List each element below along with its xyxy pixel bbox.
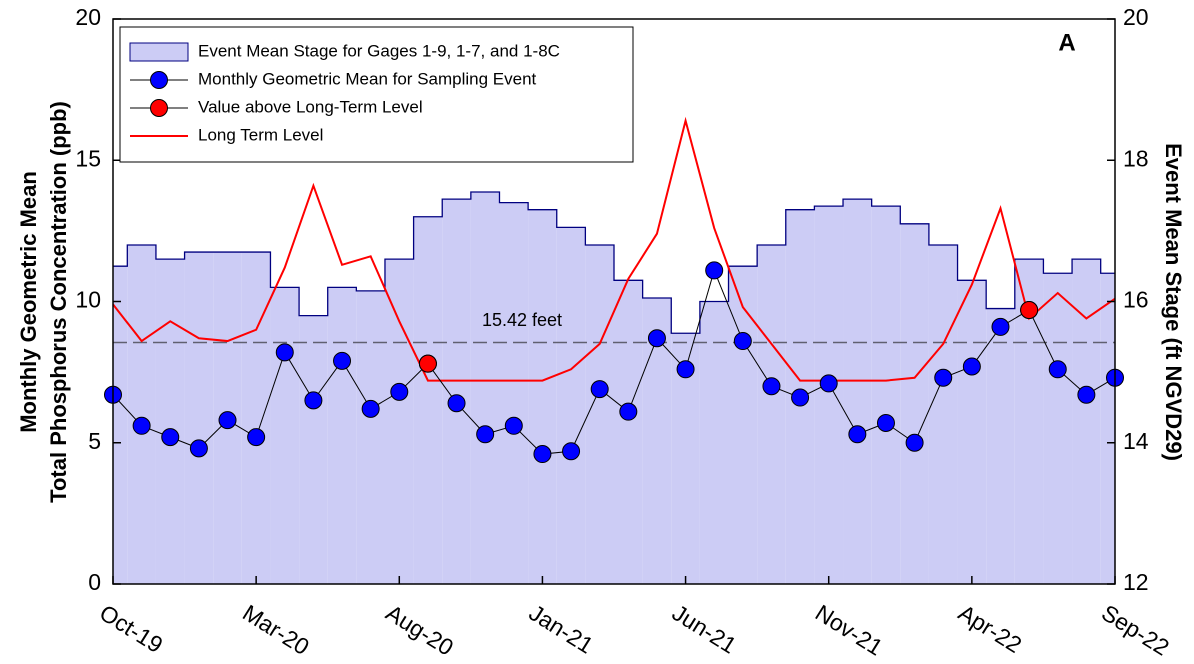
legend-label: Monthly Geometric Mean for Sampling Even… xyxy=(198,69,537,88)
y2-tick-label: 12 xyxy=(1123,569,1149,595)
y-tick-label: 15 xyxy=(75,145,101,171)
data-point xyxy=(361,399,380,418)
legend-label: Long Term Level xyxy=(198,125,323,144)
stage-step xyxy=(528,209,557,584)
y2-tick-label: 18 xyxy=(1123,145,1149,171)
stage-step xyxy=(556,227,586,584)
data-point xyxy=(247,428,266,447)
data-point xyxy=(1020,300,1039,319)
data-point xyxy=(705,261,724,280)
data-point xyxy=(619,402,638,421)
x-tick-label: Jan-21 xyxy=(525,599,598,658)
data-point xyxy=(189,439,208,458)
stage-step xyxy=(327,287,357,584)
stage-step xyxy=(1043,273,1073,584)
stage-step xyxy=(356,290,385,584)
legend-marker xyxy=(150,99,168,117)
x-tick-label: Jun-21 xyxy=(668,599,741,658)
data-point xyxy=(848,425,867,444)
x-tick-label: Sep-22 xyxy=(1097,599,1174,660)
data-point xyxy=(275,343,294,362)
y-axis-title: Total Phosphorus Concentration (ppb) xyxy=(46,101,71,503)
data-point xyxy=(562,442,581,461)
data-point xyxy=(762,377,781,396)
data-point xyxy=(447,394,466,413)
data-point xyxy=(390,382,409,401)
x-tick-label: Nov-21 xyxy=(811,599,888,660)
legend-label: Value above Long-Term Level xyxy=(198,97,423,116)
stage-step xyxy=(442,199,471,584)
legend-label: Event Mean Stage for Gages 1-9, 1-7, and… xyxy=(198,41,560,60)
legend-box xyxy=(119,26,634,163)
x-tick-label: Apr-22 xyxy=(954,599,1026,658)
y2-tick-label: 16 xyxy=(1123,287,1149,313)
stage-step xyxy=(900,223,929,584)
data-point xyxy=(962,357,981,376)
data-point xyxy=(676,360,695,379)
stage-step xyxy=(127,245,156,584)
y-tick-label: 20 xyxy=(75,4,101,30)
stage-step xyxy=(699,301,729,584)
stage-step xyxy=(470,192,500,584)
data-point xyxy=(218,411,237,430)
y2-tick-label: 14 xyxy=(1123,428,1149,454)
stage-step xyxy=(113,266,128,584)
stage-step xyxy=(757,245,786,584)
x-tick-label: Mar-20 xyxy=(238,599,314,660)
stage-step xyxy=(184,252,214,584)
y2-axis-title: Event Mean Stage (ft NGVD29) xyxy=(1161,143,1186,461)
stage-step xyxy=(384,259,414,584)
stage-step xyxy=(928,245,958,584)
legend: Event Mean Stage for Gages 1-9, 1-7, and… xyxy=(119,26,634,163)
data-point xyxy=(876,413,895,432)
data-point xyxy=(991,317,1010,336)
stage-step xyxy=(1072,259,1101,584)
data-point xyxy=(819,374,838,393)
panel-label: A xyxy=(1058,29,1075,56)
data-point xyxy=(476,425,495,444)
stage-step xyxy=(499,202,529,584)
y-axis-title: Monthly Geometric Mean xyxy=(16,171,41,433)
data-point xyxy=(934,368,953,387)
series-line xyxy=(112,116,1116,382)
legend-marker xyxy=(150,71,168,89)
data-point xyxy=(733,332,752,351)
data-point xyxy=(418,354,437,373)
y-tick-label: 10 xyxy=(75,287,101,313)
stage-step xyxy=(585,245,614,584)
stage-step xyxy=(986,308,1015,584)
stage-step xyxy=(843,199,872,584)
data-point xyxy=(533,445,552,464)
data-point xyxy=(590,380,609,399)
data-point xyxy=(504,416,523,435)
stage-step xyxy=(241,252,271,584)
stage-step xyxy=(413,216,443,584)
stage-step xyxy=(728,266,758,584)
stage-step xyxy=(155,259,185,584)
stage-step xyxy=(957,280,987,584)
data-point xyxy=(905,433,924,452)
stage-step xyxy=(270,287,300,584)
legend-swatch xyxy=(129,42,189,62)
data-point xyxy=(1077,385,1096,404)
x-tick-label: Aug-20 xyxy=(381,599,458,660)
data-point xyxy=(304,391,323,410)
y2-tick-label: 20 xyxy=(1123,4,1149,30)
data-point xyxy=(161,428,180,447)
data-point xyxy=(647,329,666,348)
x-tick-label: Oct-19 xyxy=(95,599,167,658)
reference-label: 15.42 feet xyxy=(482,310,562,330)
stage-step xyxy=(614,280,643,584)
stage-step xyxy=(871,206,901,584)
data-point xyxy=(791,388,810,407)
stage-step xyxy=(299,315,328,584)
y-tick-label: 5 xyxy=(88,428,101,454)
y-tick-label: 0 xyxy=(88,569,101,595)
stage-step xyxy=(814,206,844,584)
data-point xyxy=(1048,360,1067,379)
data-point xyxy=(132,416,151,435)
stage-step xyxy=(1100,273,1115,584)
data-point xyxy=(333,351,352,370)
